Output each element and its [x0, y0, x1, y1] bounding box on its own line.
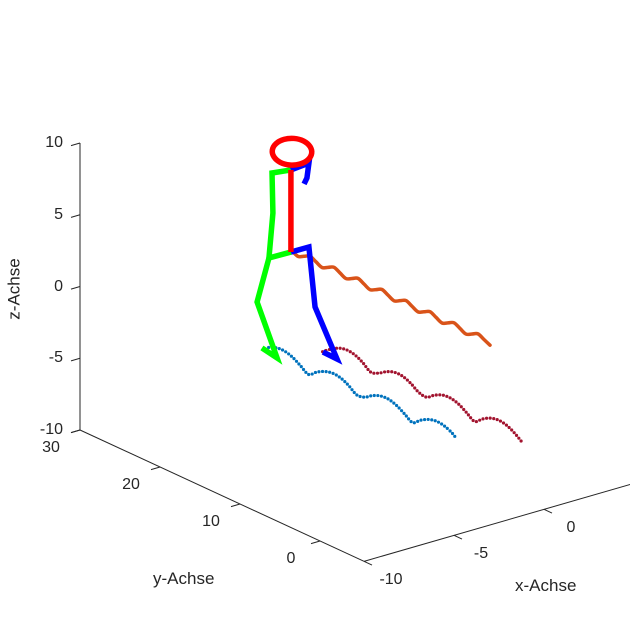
left-leg-line — [254, 249, 292, 365]
y-tick — [70, 429, 81, 434]
z-tick-label: 0 — [54, 277, 63, 295]
y-tick-label: 20 — [122, 476, 140, 493]
z-tick-label: 5 — [54, 205, 63, 223]
z-tick-label: -10 — [39, 421, 63, 438]
z-tick — [70, 357, 81, 362]
x-tick-label: -5 — [473, 545, 489, 563]
y-tick — [150, 466, 161, 471]
y-tick-label: 30 — [42, 439, 60, 456]
y-axis-line — [79, 429, 365, 562]
x-tick-label: -10 — [379, 571, 403, 589]
y-tick-label: 10 — [202, 513, 220, 530]
x-tick — [453, 534, 463, 540]
y-tick — [230, 503, 241, 508]
x-tick — [543, 508, 553, 514]
right-foot-trail-line — [321, 346, 525, 445]
right-leg-line — [290, 243, 343, 365]
z-tick-label: 10 — [45, 134, 63, 151]
z-tick — [70, 286, 81, 290]
y-tick-label: 0 — [286, 550, 296, 567]
x-tick — [363, 560, 373, 566]
z-tick-label: -5 — [48, 349, 63, 367]
left-foot-trail-line — [267, 345, 459, 441]
y-axis-label: y-Achse — [153, 569, 215, 588]
x-axis-label: x-Achse — [515, 576, 577, 595]
x-tick-label: 0 — [566, 519, 576, 537]
left-arm-line — [266, 167, 292, 259]
x-axis-line — [363, 483, 630, 562]
z-tick — [70, 214, 81, 218]
z-tick — [70, 142, 81, 147]
y-tick — [310, 540, 321, 545]
hip-trail-line — [290, 248, 492, 347]
head-line — [269, 135, 315, 168]
z-axis-label: z-Achse — [4, 258, 24, 320]
